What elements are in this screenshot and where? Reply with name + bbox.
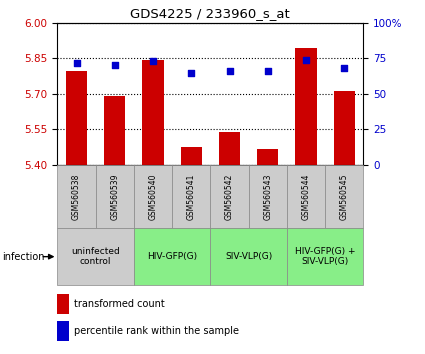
Bar — [66, 72, 87, 165]
Bar — [57, 165, 96, 228]
Bar — [219, 132, 240, 165]
Bar — [134, 165, 172, 228]
Text: HIV-GFP(G) +
SIV-VLP(G): HIV-GFP(G) + SIV-VLP(G) — [295, 247, 355, 266]
Bar — [96, 165, 134, 228]
Text: transformed count: transformed count — [74, 299, 165, 309]
Point — [341, 65, 348, 71]
Text: GSM560539: GSM560539 — [110, 173, 119, 220]
Bar — [325, 165, 363, 228]
Bar — [287, 228, 363, 285]
Point — [73, 60, 80, 65]
Text: HIV-GFP(G): HIV-GFP(G) — [147, 252, 197, 261]
Point — [150, 58, 156, 64]
Point — [303, 57, 309, 63]
Text: GSM560542: GSM560542 — [225, 173, 234, 220]
Text: GSM560541: GSM560541 — [187, 173, 196, 220]
Bar — [57, 228, 134, 285]
Bar — [295, 48, 317, 165]
Bar — [287, 165, 325, 228]
Point — [226, 68, 233, 74]
Bar — [249, 165, 287, 228]
Bar — [104, 96, 125, 165]
Bar — [334, 91, 355, 165]
Text: GSM560543: GSM560543 — [263, 173, 272, 220]
Text: percentile rank within the sample: percentile rank within the sample — [74, 326, 239, 336]
Point — [111, 63, 118, 68]
Bar — [257, 149, 278, 165]
Title: GDS4225 / 233960_s_at: GDS4225 / 233960_s_at — [130, 7, 290, 21]
Bar — [172, 165, 210, 228]
Text: GSM560544: GSM560544 — [301, 173, 311, 220]
Point — [188, 70, 195, 75]
Bar — [134, 228, 210, 285]
Text: GSM560545: GSM560545 — [340, 173, 349, 220]
Text: GSM560538: GSM560538 — [72, 173, 81, 220]
Text: uninfected
control: uninfected control — [71, 247, 120, 266]
Text: infection: infection — [2, 252, 45, 262]
Bar — [181, 147, 202, 165]
Text: SIV-VLP(G): SIV-VLP(G) — [225, 252, 272, 261]
Text: GSM560540: GSM560540 — [148, 173, 158, 220]
Bar — [57, 294, 69, 314]
Bar — [57, 321, 69, 341]
Point — [264, 68, 271, 74]
Bar — [142, 60, 164, 165]
Bar — [210, 165, 249, 228]
Bar — [210, 228, 287, 285]
